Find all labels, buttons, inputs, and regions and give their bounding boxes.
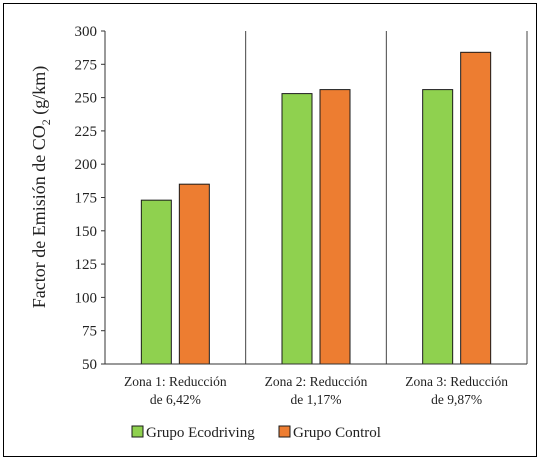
y-tick-labels: 50 75 100 125 150 175 200 225 250 275 300 [75, 24, 105, 373]
x-category-labels: Zona 1: Reducción de 6,42% Zona 2: Reducci… [124, 374, 508, 407]
bar-series2-cat1 [178, 183, 210, 365]
bar-series2-cat2 [319, 89, 351, 365]
y-axis-title-main: Factor de Emisión de CO [29, 125, 49, 308]
y-axis-title-subscript: 2 [39, 119, 53, 125]
x-category-label: Zona 1: Reducción [124, 374, 227, 389]
y-axis-title: Factor de Emisión de CO2 (g/km) [29, 66, 53, 308]
x-category-label: de 1,17% [291, 392, 342, 407]
y-tick-label: 150 [75, 224, 98, 240]
legend-label-1: Grupo Ecodriving [146, 425, 255, 441]
y-tick-label: 250 [75, 91, 98, 107]
bar-series1-cat3 [422, 89, 454, 365]
y-tick-label: 100 [75, 290, 98, 306]
y-tick-label: 175 [75, 191, 98, 207]
bar-series1-cat1 [140, 199, 172, 365]
y-tick-label: 300 [75, 24, 98, 40]
legend-swatch-2 [278, 425, 291, 438]
bars [140, 51, 492, 365]
x-category-label: de 6,42% [150, 392, 201, 407]
x-category-label: Zona 2: Reducción [265, 374, 368, 389]
y-tick-label: 275 [75, 57, 98, 73]
y-tick-label: 75 [82, 324, 97, 340]
y-axis-title-unit: (g/km) [29, 66, 50, 120]
y-tick-label: 200 [75, 157, 98, 173]
y-tick-label: 225 [75, 124, 98, 140]
category-separators [245, 31, 528, 364]
y-tick-label: 50 [82, 357, 97, 373]
legend: Grupo Ecodriving Grupo Control [131, 425, 381, 441]
legend-swatch-1 [131, 425, 144, 438]
legend-label-2: Grupo Control [293, 425, 381, 441]
x-category-label: de 9,87% [431, 392, 482, 407]
x-category-label: Zona 3: Reducción [405, 374, 508, 389]
y-tick-label: 125 [75, 257, 98, 273]
bar-series2-cat3 [460, 51, 492, 365]
bar-series1-cat2 [281, 93, 313, 365]
